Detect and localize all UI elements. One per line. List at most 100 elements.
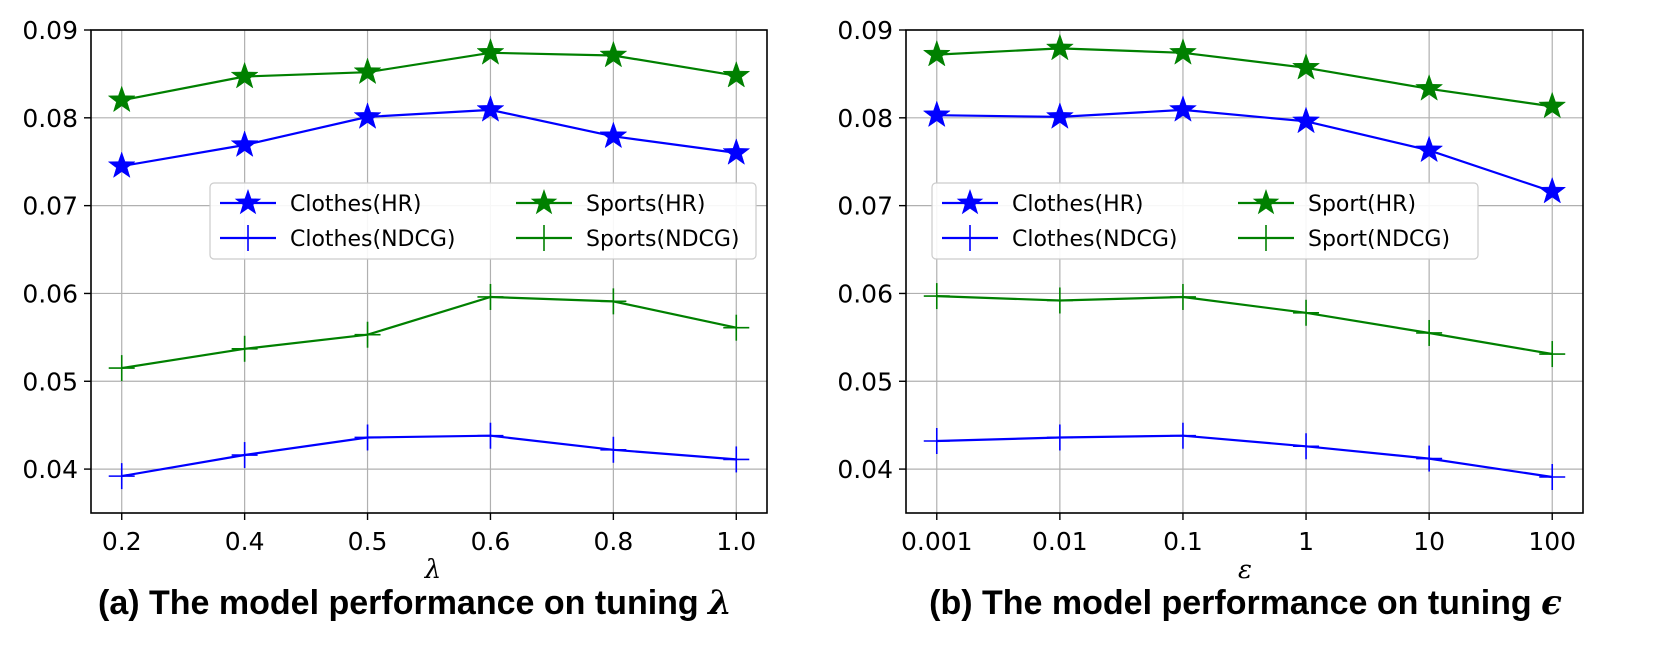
chart-b-x-tick-label-2: 0.1 [1163,527,1203,556]
chart-a-point-sports-ndcg-1 [231,335,258,362]
chart-a-point-clothes-ndcg-3 [477,422,504,449]
chart-a-series-line-sports-hr [121,51,737,102]
chart-b-axes-frame [905,29,1584,514]
chart-b-series-line-sport-hr [936,47,1553,108]
chart-a-point-clothes-ndcg-0 [108,463,135,490]
chart-a-point-clothes-hr-0 [107,151,136,179]
chart-a-point-clothes-ndcg-4 [600,436,627,463]
chart-b-y-tick-label-4: 0.08 [837,104,893,133]
chart-a-point-clothes-hr-4 [599,121,628,149]
chart-a-point-clothes-hr-5 [722,138,751,165]
chart-b-point-clothes-hr-5 [1538,176,1567,204]
chart-a-y-tick-label-0: 0.04 [22,455,78,484]
chart-panel-b: 0.001 0.01 0.1 1 10 100 0.04 0.05 0.06 0.07 0.08 0.… [830,0,1661,667]
chart-a-series-line-clothes-ndcg [121,434,737,478]
chart-a-legend-label-sports-hr: Sports(HR) [586,192,706,217]
chart-b-x-tick-label-1: 0.01 [1032,527,1088,556]
chart-b-legend-marker-sport-hr [1252,189,1280,215]
chart-b-point-clothes-hr-0 [922,100,951,128]
chart-a-point-clothes-hr-2 [353,102,382,129]
chart-a-point-sports-hr-0 [107,85,136,113]
chart-b-point-sport-hr-2 [1168,38,1198,65]
chart-b-legend-label-clothes-hr: Clothes(HR) [1012,192,1144,217]
chart-b-y-tick-label-2: 0.06 [837,279,893,308]
chart-a-point-sports-hr-4 [599,40,628,68]
chart-b-point-sport-ndcg-0 [923,283,950,310]
chart-b-legend-box [931,182,1479,260]
chart-b-point-sport-hr-0 [922,39,951,67]
chart-a-point-sports-ndcg-5 [723,314,750,341]
chart-b-caption-text: (b) The model performance on tuning [929,584,1532,622]
chart-b-legend-marker-clothes-hr [956,189,984,215]
chart-a-point-clothes-ndcg-2 [354,424,381,451]
chart-b-series-line-clothes-hr [936,108,1553,193]
chart-b-point-clothes-ndcg-2 [1169,422,1196,449]
chart-a-caption-symbol: λ [708,583,732,623]
chart-b-caption: (b) The model performance on tuning ϵ [830,583,1661,623]
chart-b-point-sport-ndcg-2 [1169,283,1196,310]
chart-b-point-clothes-hr-1 [1045,102,1074,129]
chart-a-y-tick-label-5: 0.09 [22,16,78,45]
chart-b-point-sport-ndcg-4 [1416,319,1443,346]
chart-b-point-clothes-ndcg-0 [923,427,950,454]
chart-a-axes-frame [90,29,768,514]
chart-b-y-tick-label-3: 0.07 [837,192,893,221]
chart-a-x-tick-label-2: 0.5 [348,527,388,556]
chart-b-point-clothes-ndcg-5 [1539,463,1566,490]
chart-b-point-sport-hr-1 [1045,33,1074,61]
chart-b-point-sport-hr-3 [1291,53,1321,80]
chart-a-point-clothes-ndcg-5 [723,446,750,473]
chart-b-point-clothes-hr-4 [1415,135,1444,163]
chart-b-legend-label-sport-ndcg: Sport(NDCG) [1308,227,1450,252]
chart-a-x-axis-label: λ [424,555,441,585]
chart-a-legend-box [209,182,757,260]
chart-a-x-tick-label-5: 1.0 [716,527,756,556]
chart-b-plot: 0.001 0.01 0.1 1 10 100 0.04 0.05 0.06 0.07 0.08 0.… [837,16,1584,585]
chart-b-x-tick-label-4: 10 [1413,527,1445,556]
chart-a-point-sports-hr-1 [230,61,259,89]
chart-a-plot: 0.2 0.4 0.5 0.6 0.8 1.0 0.04 0.05 0.06 0.07 0.08 0.… [22,16,768,585]
chart-a-point-clothes-hr-1 [230,130,259,158]
chart-b-point-clothes-ndcg-4 [1416,445,1443,472]
chart-a-x-tick-label-3: 0.6 [471,527,511,556]
chart-b-point-sport-ndcg-1 [1046,287,1073,314]
chart-a-legend-label-clothes-hr: Clothes(HR) [290,192,422,217]
chart-b-legend-label-sport-hr: Sport(HR) [1308,192,1416,217]
chart-a-y-tick-label-1: 0.05 [22,367,78,396]
chart-b-x-tick-label-0: 0.001 [901,527,973,556]
chart-a-point-clothes-hr-3 [476,95,505,122]
chart-a-point-sports-hr-2 [353,57,382,85]
chart-b-x-tick-label-5: 100 [1528,527,1576,556]
chart-b-x-axis-label: ε [1238,555,1252,585]
chart-b-point-clothes-ndcg-3 [1293,433,1320,460]
chart-a-point-clothes-ndcg-1 [231,442,258,469]
chart-b-series-line-sport-ndcg [936,295,1553,356]
chart-b-point-sport-hr-5 [1538,91,1567,119]
chart-a-caption-text: (a) The model performance on tuning [98,584,699,622]
chart-b-caption-symbol: ϵ [1541,583,1562,623]
chart-a-point-sports-ndcg-4 [600,288,627,315]
chart-b-series-line-clothes-ndcg [936,434,1553,479]
chart-b-point-clothes-hr-2 [1168,95,1198,122]
chart-b-point-sport-ndcg-5 [1539,341,1566,368]
chart-a-y-tick-label-2: 0.06 [22,279,78,308]
chart-a-caption: (a) The model performance on tuning λ [0,583,830,623]
chart-a-legend-marker-clothes-hr [234,189,262,215]
chart-a-point-sports-ndcg-3 [477,283,504,310]
chart-a-series-line-clothes-hr [121,108,737,168]
chart-a-point-sports-ndcg-2 [354,321,381,348]
chart-b-x-tick-label-3: 1 [1298,527,1314,556]
chart-panel-a: 0.2 0.4 0.5 0.6 0.8 1.0 0.04 0.05 0.06 0.07 0.08 0.… [0,0,830,667]
chart-a-y-tick-label-4: 0.08 [22,104,78,133]
chart-b-point-clothes-hr-3 [1291,106,1321,134]
chart-b-point-sport-hr-4 [1415,74,1444,101]
chart-b-y-tick-label-0: 0.04 [837,455,893,484]
chart-b-legend-label-clothes-ndcg: Clothes(NDCG) [1012,227,1177,252]
chart-b-point-sport-ndcg-3 [1293,299,1320,326]
chart-a-x-tick-label-0: 0.2 [102,527,142,556]
chart-a-point-sports-ndcg-0 [108,355,135,382]
chart-a-x-tick-label-1: 0.4 [225,527,265,556]
chart-b-y-tick-label-5: 0.09 [837,16,893,45]
chart-a-legend-label-sports-ndcg: Sports(NDCG) [586,227,740,252]
chart-a-point-sports-hr-3 [476,38,505,65]
